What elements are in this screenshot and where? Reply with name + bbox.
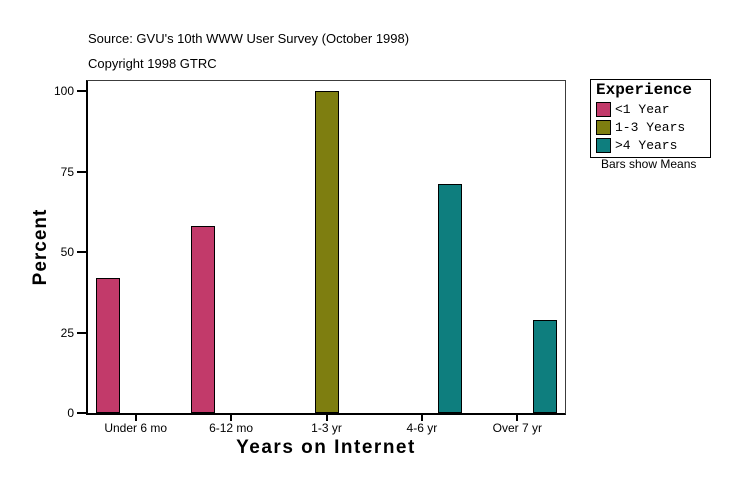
legend-item-4-years: >4 Years [596,138,706,153]
x-tick-6-12-mo [230,415,233,421]
y-tick-label-50: 50 [60,245,74,259]
x-tick-over-7-yr [516,415,519,421]
bar-4-6-yr [438,184,462,413]
y-tick-0 [77,412,87,414]
legend-item-label: >4 Years [615,138,678,153]
y-tick-label-75: 75 [60,164,74,179]
legend-box: Experience <1 Year 1-3 Years >4 Years [590,79,711,158]
legend-item-label: 1-3 Years [615,120,686,135]
y-tick-100 [77,90,87,92]
x-tick-label-4-6-yr: 4-6 yr [406,421,438,435]
bars-note: Bars show Means [601,157,697,171]
x-tick-label-6-12-mo: 6-12 mo [209,421,254,435]
legend-item-label: <1 Year [615,102,670,117]
x-tick-4-6-yr [420,415,423,421]
x-tick-label-under-6-mo: Under 6 mo [104,421,168,435]
y-tick-50 [77,251,87,253]
legend-swatch-4-years [596,138,611,153]
legend-title: Experience [596,81,693,99]
y-tick-25 [77,331,87,334]
bar-over-7-yr [533,320,557,413]
x-tick-label-1-3-yr: 1-3 yr [311,421,342,435]
x-tick-1-3-yr [325,415,328,421]
y-tick-label-0: 0 [67,406,74,420]
legend-item-1-3-years: 1-3 Years [596,120,706,135]
legend-item-1-year: <1 Year [596,102,706,117]
copyright-caption: Copyright 1998 GTRC [88,56,217,71]
x-tick-under-6-mo [134,415,137,421]
legend-items: <1 Year 1-3 Years >4 Years [596,102,706,153]
plot-area [86,80,566,415]
source-caption: Source: GVU's 10th WWW User Survey (Octo… [88,31,410,46]
x-axis-title: Years on Internet [236,437,416,458]
legend-swatch-1-3-years [596,120,611,135]
bar-6-12-mo [191,226,215,413]
x-tick-label-over-7-yr: Over 7 yr [492,421,542,435]
bar-under-6-mo [96,278,120,413]
y-tick-label-25: 25 [60,325,74,340]
y-tick-75 [77,170,87,173]
y-tick-label-100: 100 [53,84,74,98]
legend-swatch-1-year [596,102,611,117]
bar-1-3-yr [315,91,339,413]
